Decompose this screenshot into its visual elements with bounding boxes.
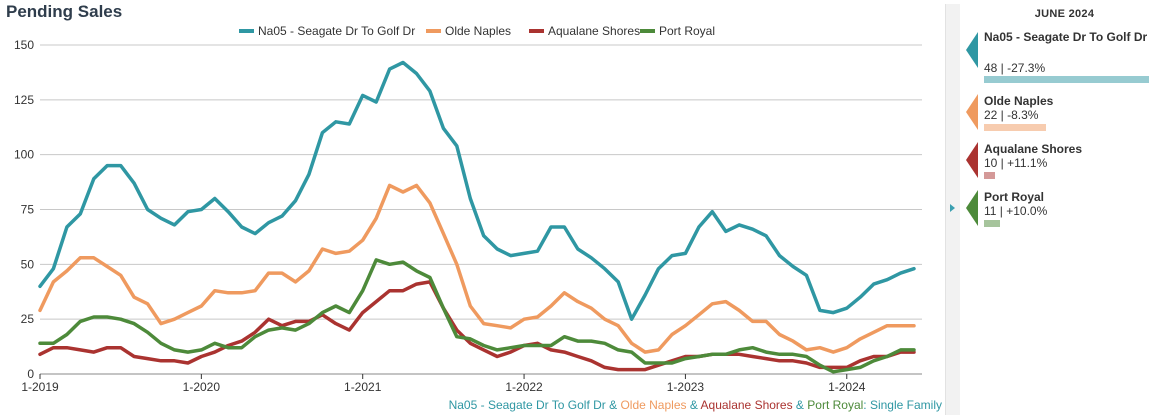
series-lines bbox=[38, 60, 916, 374]
summary-entry-name: Aqualane Shores bbox=[984, 142, 1083, 156]
summary-entry-name: Olde Naples bbox=[984, 94, 1054, 108]
triangle-marker-icon bbox=[966, 142, 978, 178]
chevron-right-icon[interactable] bbox=[950, 204, 955, 212]
summary-entry-bar bbox=[984, 124, 1046, 131]
summary-panel: JUNE 2024 Na05 - Seagate Dr To Golf Dr 4… bbox=[960, 0, 1149, 415]
y-tick-label: 25 bbox=[21, 312, 35, 326]
footer-amp-1: & bbox=[606, 398, 621, 412]
triangle-marker-icon bbox=[966, 94, 978, 130]
x-axis-ticks: 1-2019 1-2020 1-2021 1-2022 1-2023 1-2024 bbox=[21, 374, 866, 394]
legend: Na05 - Seagate Dr To Golf Dr Olde Naples A… bbox=[239, 24, 715, 38]
series-line-3[interactable] bbox=[38, 258, 916, 374]
y-tick-label: 50 bbox=[21, 257, 35, 271]
line-chart: 0 25 50 75 100 125 150 1-2019 1-2020 1-2021 1-202… bbox=[14, 24, 942, 412]
panel-header: JUNE 2024 bbox=[1034, 8, 1095, 20]
series-line-1[interactable] bbox=[38, 183, 916, 354]
x-tick-label: 1-2024 bbox=[828, 380, 866, 394]
summary-entry-bar bbox=[984, 76, 1149, 83]
summary-entry-value: 10 | +11.1% bbox=[984, 156, 1048, 170]
footer-series-2: Olde Naples bbox=[620, 398, 686, 412]
summary-entry-value: 11 | +10.0% bbox=[984, 204, 1048, 218]
summary-entry-value: 48 | -27.3% bbox=[984, 61, 1046, 75]
footer-series-3: Aqualane Shores bbox=[701, 398, 793, 412]
chart-footer-caption: Na05 - Seagate Dr To Golf Dr & Olde Napl… bbox=[449, 398, 942, 412]
series-line-2[interactable] bbox=[38, 280, 916, 372]
summary-entry-bar bbox=[984, 172, 995, 179]
y-tick-label: 125 bbox=[14, 93, 34, 107]
legend-label[interactable]: Na05 - Seagate Dr To Golf Dr bbox=[258, 24, 415, 38]
y-tick-label: 75 bbox=[21, 203, 35, 217]
footer-amp-3: & bbox=[793, 398, 808, 412]
triangle-marker-icon bbox=[966, 190, 978, 226]
x-tick-label: 1-2020 bbox=[183, 380, 221, 394]
x-tick-label: 1-2019 bbox=[21, 380, 59, 394]
footer-series-1: Na05 - Seagate Dr To Golf Dr bbox=[449, 398, 606, 412]
y-tick-label: 100 bbox=[14, 148, 34, 162]
chart-title: Pending Sales bbox=[6, 2, 123, 21]
x-tick-label: 1-2023 bbox=[667, 380, 705, 394]
grid-lines bbox=[40, 44, 922, 375]
x-tick-label: 1-2022 bbox=[505, 380, 543, 394]
y-tick-label: 150 bbox=[14, 38, 34, 52]
y-tick-label: 0 bbox=[27, 367, 34, 381]
legend-label[interactable]: Olde Naples bbox=[445, 24, 511, 38]
summary-entry-name: Port Royal bbox=[984, 190, 1045, 204]
summary-entry-bar bbox=[984, 220, 1000, 227]
y-axis-ticks: 0 25 50 75 100 125 150 bbox=[14, 38, 34, 381]
legend-label[interactable]: Port Royal bbox=[659, 24, 715, 38]
legend-label[interactable]: Aqualane Shores bbox=[548, 24, 640, 38]
summary-entry-name: Na05 - Seagate Dr To Golf Dr bbox=[984, 30, 1148, 44]
summary-entry-value: 22 | -8.3% bbox=[984, 108, 1039, 122]
footer-amp-2: & bbox=[687, 398, 701, 412]
series-line-0[interactable] bbox=[38, 60, 916, 321]
footer-series-4: Port Royal bbox=[807, 398, 863, 412]
triangle-marker-icon bbox=[966, 32, 978, 68]
x-tick-label: 1-2021 bbox=[344, 380, 382, 394]
footer-suffix: : Single Family bbox=[863, 398, 942, 412]
